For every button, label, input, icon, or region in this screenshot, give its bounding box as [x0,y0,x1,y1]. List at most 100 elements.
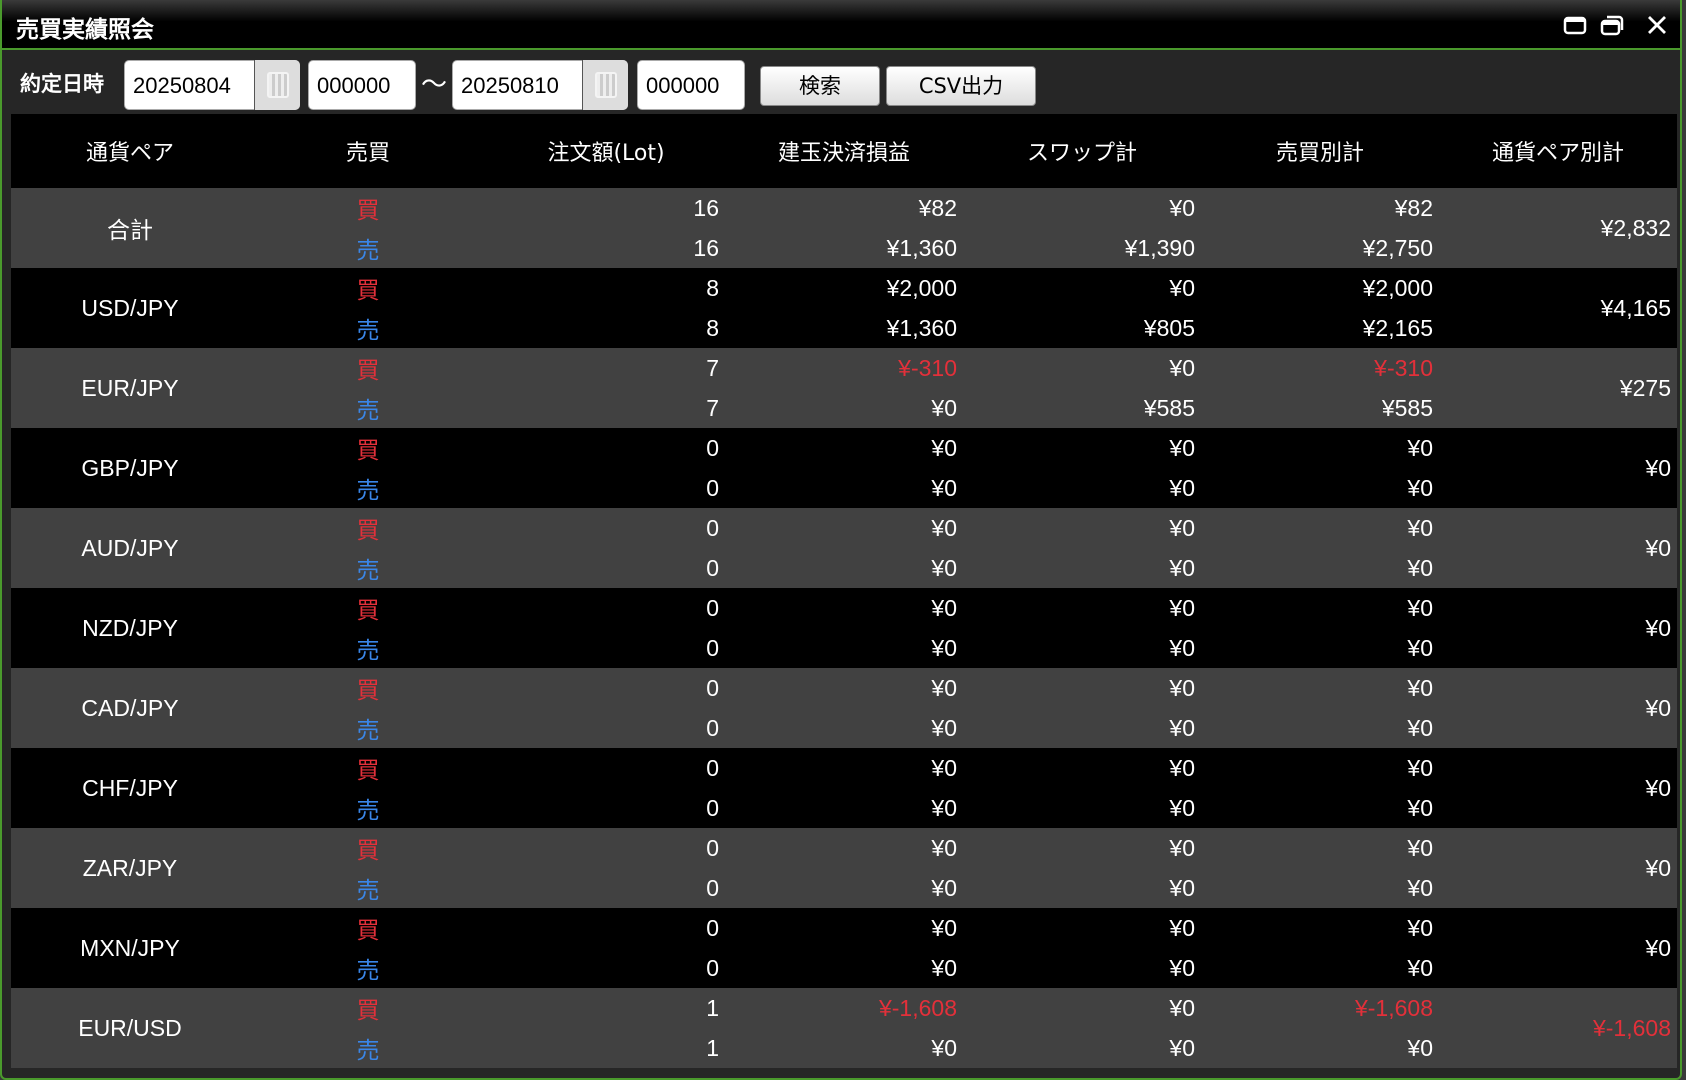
column-header: 通貨ペア [11,114,249,188]
settlement-pl-cell: ¥0 [725,588,963,628]
lot-cell: 0 [487,788,725,828]
settlement-pl-cell: ¥0 [725,508,963,548]
settlement-pl-cell: ¥2,000 [725,268,963,308]
table-row: GBP/JPY 買 0 ¥0 ¥0 ¥0 ¥0 [11,428,1677,508]
lot-cell: 16 [487,228,725,268]
settlement-pl-cell: ¥0 [725,388,963,428]
swap-cell: ¥0 [963,748,1201,788]
currency-pair-cell: EUR/JPY [11,348,249,428]
side-total-cell: ¥-310 [1201,348,1439,388]
buy-side-label: 買 [249,188,487,228]
table-row: 売 0 ¥0 ¥0 ¥0 [11,788,1677,828]
swap-cell: ¥805 [963,308,1201,348]
calendar-icon [267,72,289,98]
settlement-pl-cell: ¥-1,608 [725,988,963,1028]
lot-cell: 0 [487,508,725,548]
side-total-cell: ¥0 [1201,828,1439,868]
buy-side-label: 買 [249,348,487,388]
maximize-icon[interactable] [1562,12,1588,38]
table-row: 売 0 ¥0 ¥0 ¥0 [11,948,1677,988]
column-header: 売買別計 [1201,114,1439,188]
sell-side-label: 売 [249,708,487,748]
sell-side-label: 売 [249,1028,487,1068]
side-total-cell: ¥-1,608 [1201,988,1439,1028]
sell-side-label: 売 [249,228,487,268]
csv-export-button[interactable]: CSV出力 [886,66,1036,106]
table-row: 売 8 ¥1,360 ¥805 ¥2,165 [11,308,1677,348]
table-row: EUR/USD 買 1 ¥-1,608 ¥0 ¥-1,608 ¥-1,608 [11,988,1677,1068]
swap-cell: ¥1,390 [963,228,1201,268]
side-total-cell: ¥0 [1201,628,1439,668]
side-total-cell: ¥0 [1201,948,1439,988]
side-total-cell: ¥2,165 [1201,308,1439,348]
currency-pair-cell: EUR/USD [11,988,249,1068]
side-total-cell: ¥0 [1201,468,1439,508]
swap-cell: ¥0 [963,348,1201,388]
table-row: 売 0 ¥0 ¥0 ¥0 [11,868,1677,908]
pair-total-cell: ¥0 [1439,508,1677,588]
settlement-pl-cell: ¥0 [725,948,963,988]
close-icon[interactable] [1644,12,1670,38]
side-total-cell: ¥0 [1201,548,1439,588]
side-total-cell: ¥585 [1201,388,1439,428]
side-total-cell: ¥0 [1201,508,1439,548]
swap-cell: ¥0 [963,788,1201,828]
swap-cell: ¥0 [963,948,1201,988]
currency-pair-cell: CAD/JPY [11,668,249,748]
sell-side-label: 売 [249,868,487,908]
from-time-input[interactable]: 000000 [308,60,416,110]
table-row: 売 0 ¥0 ¥0 ¥0 [11,468,1677,508]
pair-total-cell: ¥4,165 [1439,268,1677,348]
restore-icon[interactable] [1599,12,1625,38]
settlement-pl-cell: ¥0 [725,788,963,828]
pair-total-cell: ¥0 [1439,668,1677,748]
pair-total-cell: ¥2,832 [1439,188,1677,268]
lot-cell: 8 [487,308,725,348]
buy-side-label: 買 [249,428,487,468]
sell-side-label: 売 [249,628,487,668]
sell-side-label: 売 [249,788,487,828]
table-row: 売 0 ¥0 ¥0 ¥0 [11,548,1677,588]
swap-cell: ¥0 [963,588,1201,628]
calendar-icon [595,72,617,98]
search-button[interactable]: 検索 [760,66,880,106]
side-total-cell: ¥0 [1201,708,1439,748]
table-row: ZAR/JPY 買 0 ¥0 ¥0 ¥0 ¥0 [11,828,1677,908]
swap-cell: ¥585 [963,388,1201,428]
side-total-cell: ¥0 [1201,1028,1439,1068]
table-row: 売 7 ¥0 ¥585 ¥585 [11,388,1677,428]
lot-cell: 0 [487,868,725,908]
title-bar[interactable]: 売買実績照会 [2,0,1680,50]
to-time-input[interactable]: 000000 [637,60,745,110]
side-total-cell: ¥2,000 [1201,268,1439,308]
lot-cell: 0 [487,828,725,868]
swap-cell: ¥0 [963,908,1201,948]
lot-cell: 0 [487,628,725,668]
to-calendar-button[interactable] [582,60,628,110]
table-row: 合計買 16 ¥82 ¥0 ¥82 ¥2,832 [11,188,1677,268]
pair-total-cell: ¥275 [1439,348,1677,428]
column-header: スワップ計 [963,114,1201,188]
from-calendar-button[interactable] [254,60,300,110]
settlement-pl-cell: ¥-310 [725,348,963,388]
swap-cell: ¥0 [963,868,1201,908]
pair-total-cell: ¥0 [1439,748,1677,828]
table-row: CAD/JPY 買 0 ¥0 ¥0 ¥0 ¥0 [11,668,1677,748]
table-row: USD/JPY 買 8 ¥2,000 ¥0 ¥2,000 ¥4,165 [11,268,1677,348]
settlement-pl-cell: ¥0 [725,668,963,708]
swap-cell: ¥0 [963,508,1201,548]
settlement-pl-cell: ¥1,360 [725,308,963,348]
lot-cell: 0 [487,708,725,748]
pair-total-cell: ¥0 [1439,588,1677,668]
buy-side-label: 買 [249,268,487,308]
lot-cell: 1 [487,988,725,1028]
lot-cell: 7 [487,348,725,388]
lot-cell: 16 [487,188,725,228]
lot-cell: 0 [487,548,725,588]
side-total-cell: ¥0 [1201,588,1439,628]
currency-pair-cell: USD/JPY [11,268,249,348]
settlement-pl-cell: ¥0 [725,868,963,908]
settlement-pl-cell: ¥0 [725,548,963,588]
currency-pair-cell: MXN/JPY [11,908,249,988]
